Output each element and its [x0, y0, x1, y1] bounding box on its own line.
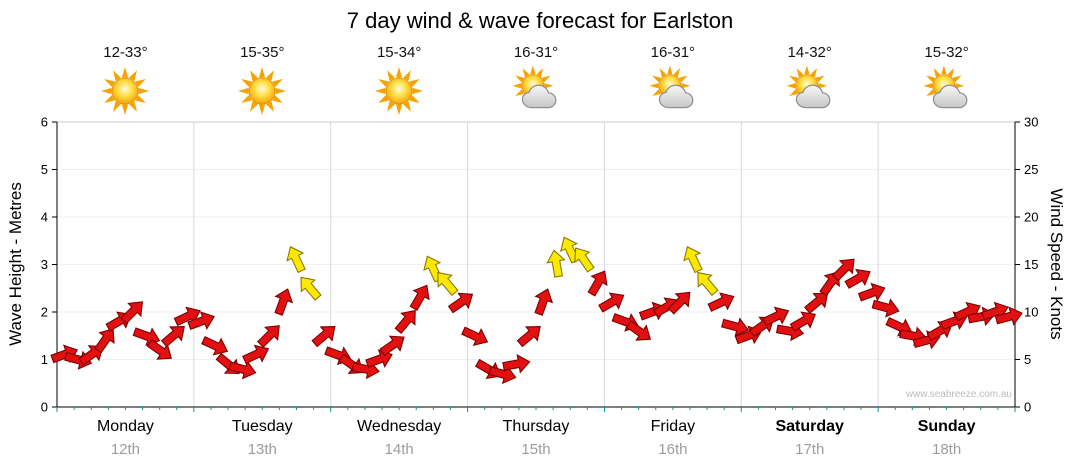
- wind-arrow: [242, 344, 270, 365]
- wind-arrow: [534, 288, 554, 316]
- wind-arrow: [587, 270, 608, 297]
- temp-label: 14-32°: [787, 44, 832, 61]
- page-title: 7 day wind & wave forecast for Earlston: [346, 8, 734, 33]
- left-tick-label: 1: [41, 352, 48, 367]
- wind-arrow: [146, 339, 173, 360]
- day-label: Friday 16th: [650, 418, 696, 458]
- left-tick-label: 2: [41, 305, 48, 320]
- temp-label: 15-35°: [240, 44, 285, 61]
- wind-arrow: [762, 306, 790, 327]
- left-tick-label: 3: [41, 257, 48, 272]
- right-tick-label: 20: [1024, 210, 1038, 225]
- wind-arrow: [721, 317, 750, 337]
- day-label: Tuesday 13th: [231, 418, 293, 458]
- wind-arrow: [94, 328, 115, 354]
- right-tick-label: 10: [1024, 305, 1038, 320]
- wind-arrow: [667, 291, 691, 315]
- temperature-row: 12-33° 15-35° 15-34° 16-31° 16-31° 14-32…: [57, 44, 1015, 61]
- wind-arrow: [697, 271, 719, 297]
- day-label: Wednesday 14th: [357, 418, 442, 458]
- wind-arrow: [844, 268, 871, 289]
- right-tick-label: 15: [1024, 257, 1038, 272]
- wind-arrow: [286, 246, 306, 274]
- right-tick-label: 0: [1024, 400, 1031, 415]
- wind-arrow: [683, 246, 703, 274]
- wind-arrow: [394, 309, 416, 335]
- wind-arrow: [447, 292, 474, 314]
- day-label: Saturday 17th: [775, 418, 844, 458]
- wind-arrow: [78, 345, 104, 366]
- wind-arrow: [804, 292, 829, 315]
- left-tick-label: 5: [41, 162, 48, 177]
- temp-label: 16-31°: [650, 44, 696, 61]
- wind-arrow: [409, 284, 430, 311]
- wind-arrow: [187, 311, 215, 330]
- temp-label: 15-32°: [924, 44, 969, 61]
- day-label: Thursday 15th: [502, 418, 570, 458]
- wind-arrow: [574, 247, 595, 273]
- left-tick-label: 4: [41, 210, 48, 225]
- temp-label: 15-34°: [376, 44, 422, 61]
- wind-arrow: [257, 325, 280, 348]
- wind-arrow: [625, 320, 652, 341]
- right-tick-label: 25: [1024, 162, 1038, 177]
- wind-arrow: [201, 335, 229, 356]
- wind-arrow: [160, 326, 185, 348]
- wind-arrow: [300, 276, 322, 301]
- wind-arrow: [598, 292, 625, 313]
- wind-arrow: [994, 306, 1023, 326]
- wind-arrow: [274, 288, 294, 316]
- watermark: www.seabreeze.com.au: [905, 389, 1012, 400]
- wind-arrow: [871, 298, 900, 318]
- wind-arrow: [502, 354, 531, 374]
- right-tick-label: 30: [1024, 115, 1038, 130]
- right-tick-label: 5: [1024, 352, 1031, 367]
- left-tick-label: 0: [41, 400, 48, 415]
- wind-arrow: [228, 360, 257, 380]
- wind-arrow: [707, 292, 735, 312]
- wind-arrow: [461, 326, 489, 346]
- day-label-row: Monday 12th Tuesday 13th Wednesday 14th …: [57, 418, 1015, 458]
- wind-arrow: [311, 326, 336, 348]
- left-tick-label: 6: [41, 115, 48, 130]
- wind-arrow: [437, 271, 459, 297]
- day-label: Monday 12th: [96, 418, 154, 458]
- wind-arrow: [546, 249, 566, 278]
- wind-arrow: [789, 311, 817, 332]
- day-label: Sunday 18th: [917, 418, 976, 458]
- wind-arrow: [831, 258, 855, 282]
- temp-label: 12-33°: [103, 44, 148, 61]
- wind-arrow: [379, 335, 405, 357]
- temp-label: 16-31°: [513, 44, 559, 61]
- wind-arrow: [857, 282, 886, 302]
- wind-arrow: [120, 301, 144, 325]
- wind-arrow: [516, 326, 541, 348]
